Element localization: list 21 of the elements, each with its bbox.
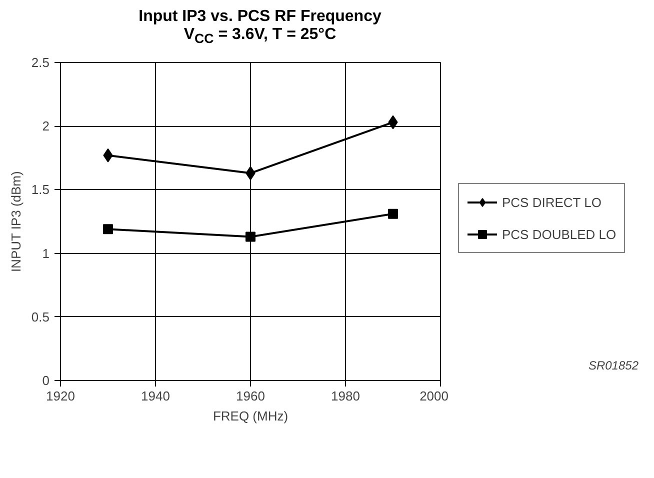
point <box>388 208 398 219</box>
legend-label: PCS DOUBLED LO <box>502 226 616 242</box>
point <box>103 224 113 234</box>
chart-title: Input IP3 vs. PCS RF Frequency <box>138 8 382 25</box>
y-tick-label: 2.5 <box>31 55 50 70</box>
y-tick-label: 1.5 <box>31 182 50 198</box>
chart-subtitle: V$_{CC}$ = 3.6V, T = 25°C <box>184 26 336 46</box>
y-tick-label: 1 <box>42 246 50 261</box>
x-tick-label: 2000 <box>420 388 448 404</box>
y-tick-label: 0.5 <box>31 309 50 324</box>
x-axis-title: FREQ (MHz) <box>212 408 288 424</box>
x-tick-label: 1980 <box>331 388 360 404</box>
point <box>246 232 256 242</box>
text: SR01852 <box>588 358 639 372</box>
y-tick-label: 0 <box>42 373 50 388</box>
x-tick-label: 1920 <box>46 388 75 404</box>
y-axis-title: INPUT IP3 (dBm) <box>8 171 24 272</box>
legend-label: PCS DIRECT LO <box>502 194 602 210</box>
x-tick-label: 1960 <box>236 388 265 404</box>
y-tick-label: 2 <box>42 118 50 134</box>
x-tick-label: 1940 <box>141 388 170 404</box>
